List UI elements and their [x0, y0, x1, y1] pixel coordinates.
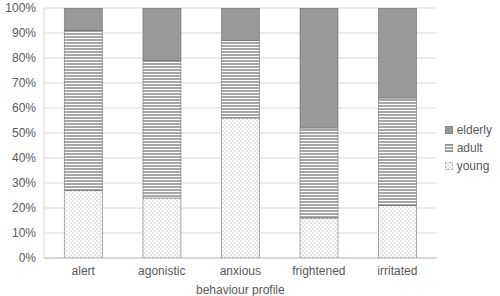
svg-text:80%: 80%: [12, 51, 36, 65]
svg-text:40%: 40%: [12, 151, 36, 165]
svg-text:70%: 70%: [12, 76, 36, 90]
svg-text:alert: alert: [72, 264, 96, 278]
svg-text:irritated: irritated: [377, 264, 417, 278]
svg-text:100%: 100%: [8, 1, 36, 15]
svg-text:0%: 0%: [19, 251, 37, 265]
svg-text:30%: 30%: [12, 176, 36, 190]
svg-text:10%: 10%: [12, 226, 36, 240]
html-text:adult: adult: [456, 141, 483, 155]
svg-text:frightened: frightened: [292, 264, 345, 278]
svg-text:60%: 60%: [12, 101, 36, 115]
html-text:young: young: [456, 159, 490, 173]
html-text:elderly: elderly: [456, 123, 492, 137]
svg-text:behaviour profile: behaviour profile: [196, 283, 285, 296]
svg-text:90%: 90%: [12, 26, 36, 40]
svg-text:anxious: anxious: [220, 264, 261, 278]
svg-text:agonistic: agonistic: [138, 264, 185, 278]
svg-text:20%: 20%: [12, 201, 36, 215]
svg-text:50%: 50%: [12, 126, 36, 140]
